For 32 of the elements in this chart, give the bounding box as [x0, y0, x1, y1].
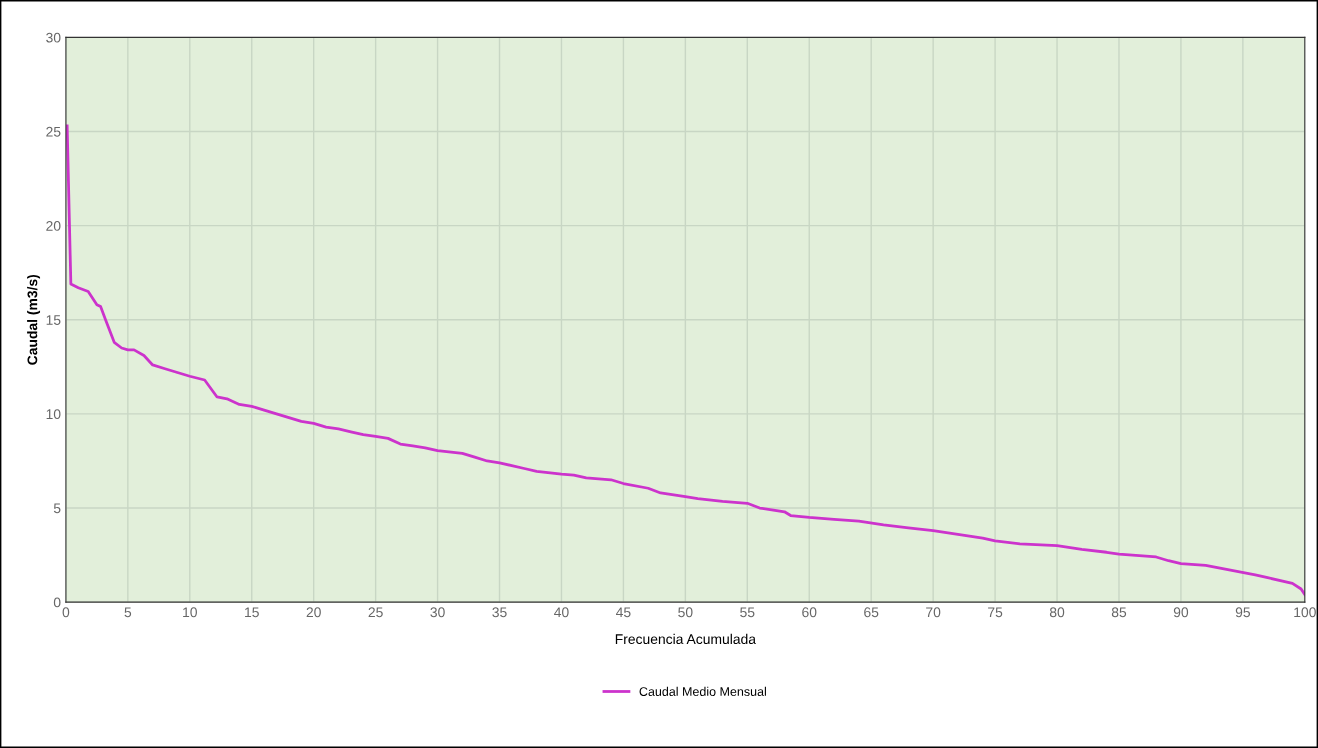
x-tick-label: 10 — [183, 607, 197, 618]
x-tick-label: 25 — [368, 607, 383, 618]
y-axis-title: Caudal (m3/s) — [27, 274, 41, 365]
x-tick-label: 55 — [740, 607, 755, 618]
x-tick-label: 85 — [1111, 607, 1127, 618]
x-tick-label: 95 — [1235, 607, 1251, 618]
x-tick-label: 65 — [864, 607, 879, 618]
line-series — [65, 124, 1305, 596]
legend-label: Caudal Medio Mensual — [639, 686, 766, 696]
y-tick-label: 0 — [53, 597, 61, 608]
x-tick-label: 70 — [926, 607, 941, 618]
x-tick-label: 20 — [306, 607, 321, 618]
x-tick-label: 75 — [988, 607, 1003, 618]
y-tick-label: 25 — [46, 126, 61, 137]
y-tick-label: 20 — [46, 220, 61, 231]
x-tick-label: 15 — [245, 607, 259, 618]
x-tick-label: 50 — [678, 607, 693, 618]
y-tick-label: 15 — [46, 315, 61, 325]
x-tick-label: 100 — [1294, 607, 1316, 618]
y-tick-label: 5 — [53, 503, 61, 514]
x-tick-label: 30 — [430, 607, 445, 618]
x-tick-label: 60 — [802, 607, 817, 618]
x-tick-label: 5 — [124, 607, 132, 618]
y-tick-label: 10 — [46, 409, 61, 420]
x-tick-label: 45 — [616, 607, 631, 618]
x-tick-label: 35 — [492, 607, 507, 618]
x-tick-label: 90 — [1173, 607, 1189, 618]
x-axis-title: Frecuencia Acumulada — [615, 633, 757, 645]
y-tick-label: 30 — [46, 32, 61, 43]
x-tick-label: 0 — [62, 607, 70, 618]
x-tick-label: 80 — [1049, 607, 1065, 618]
x-tick-label: 40 — [554, 607, 569, 618]
